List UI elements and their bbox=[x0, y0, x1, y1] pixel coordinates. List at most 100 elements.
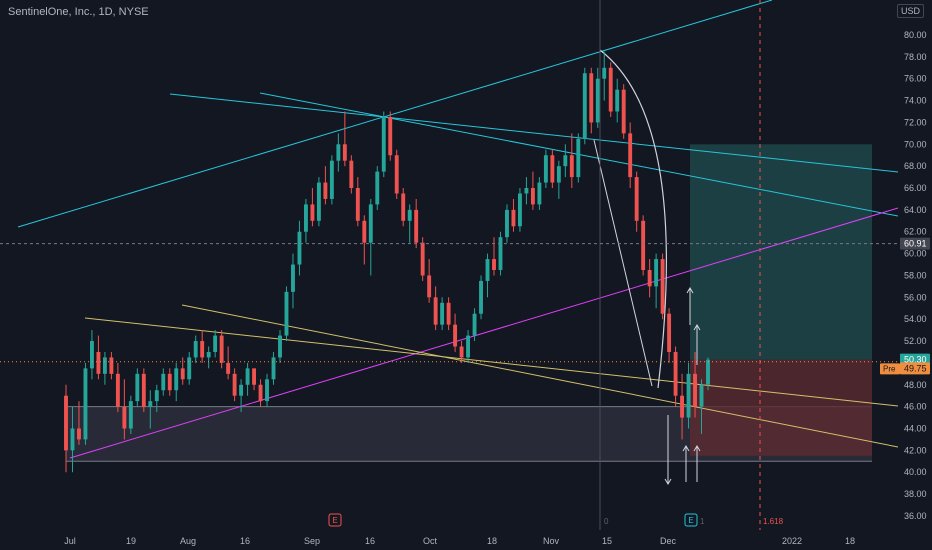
candle-body bbox=[252, 368, 257, 385]
candle-body bbox=[245, 368, 250, 385]
candle-body bbox=[226, 362, 231, 374]
price-tick-label: 76.00 bbox=[904, 74, 927, 84]
price-tick-label: 40.00 bbox=[904, 467, 927, 477]
candle-body bbox=[673, 351, 678, 396]
price-tick-label: 70.00 bbox=[904, 139, 927, 149]
candle-body bbox=[336, 144, 341, 161]
candle-body bbox=[492, 259, 496, 270]
candle-body bbox=[634, 177, 639, 221]
level-price-label: 60.91 bbox=[904, 239, 927, 249]
candle-body bbox=[641, 220, 646, 270]
count-right-label: 1 bbox=[700, 517, 705, 526]
target-zone bbox=[690, 144, 872, 360]
candle-body bbox=[459, 346, 464, 358]
last-price-label: 50.30 bbox=[904, 355, 927, 365]
arrow-down-1-head bbox=[664, 478, 672, 485]
candle-body bbox=[115, 373, 120, 407]
candle-body bbox=[394, 155, 399, 194]
price-tick-label: 60.00 bbox=[904, 249, 927, 259]
annotations-layer: E E 0 1 1.618 bbox=[0, 0, 898, 530]
level-price-box bbox=[900, 237, 930, 250]
time-tick-label: Jul bbox=[64, 536, 76, 546]
candle-body bbox=[291, 264, 295, 292]
pre-tag-label: Pre bbox=[883, 364, 896, 373]
candle-body bbox=[167, 373, 172, 391]
candles-layer bbox=[64, 51, 710, 473]
candle-body bbox=[466, 335, 471, 358]
stop-zone bbox=[690, 359, 872, 456]
candle-body bbox=[401, 193, 406, 221]
candle-body bbox=[680, 395, 685, 418]
candle-body bbox=[414, 209, 419, 243]
candle-body bbox=[187, 357, 192, 380]
candle-body bbox=[355, 188, 360, 221]
time-tick-label: 16 bbox=[365, 536, 375, 546]
price-tick-label: 44.00 bbox=[904, 423, 927, 433]
candle-body bbox=[569, 155, 574, 178]
candle-body bbox=[706, 359, 710, 385]
candle-body bbox=[174, 368, 179, 391]
candle-body bbox=[284, 291, 289, 336]
descending-trendline-2 bbox=[181, 304, 899, 448]
earnings-marker-1-label: E bbox=[332, 516, 337, 525]
candle-body bbox=[148, 401, 153, 407]
candle-body bbox=[349, 160, 354, 189]
candle-body bbox=[381, 116, 386, 172]
time-axis[interactable]: Jul 19 Aug 16 Sep 16 Oct 18 Nov 15 Dec 2022 18 bbox=[64, 536, 855, 546]
candle-body bbox=[608, 67, 613, 112]
time-tick-label: 18 bbox=[845, 536, 855, 546]
candle-body bbox=[433, 297, 438, 325]
drop-curve bbox=[599, 49, 667, 389]
price-tick-label: 80.00 bbox=[904, 30, 927, 40]
time-tick-label: 19 bbox=[126, 536, 136, 546]
candle-body bbox=[699, 384, 704, 407]
price-tick-label: 72.00 bbox=[904, 117, 927, 127]
descending-trendline-1 bbox=[84, 317, 899, 407]
candle-body bbox=[375, 171, 380, 205]
candle-body bbox=[550, 155, 555, 183]
candle-body bbox=[206, 351, 211, 358]
price-tick-label: 38.00 bbox=[904, 489, 927, 499]
candle-body bbox=[582, 73, 587, 139]
currency-button[interactable]: USD bbox=[896, 4, 924, 18]
time-tick-label: Sep bbox=[304, 536, 320, 546]
candle-body bbox=[303, 204, 308, 232]
earnings-marker-2-label: E bbox=[688, 516, 693, 525]
candle-body bbox=[524, 188, 529, 194]
candle-body bbox=[102, 357, 107, 374]
fib-ratio-label: 1.618 bbox=[763, 517, 784, 526]
time-tick-label: Oct bbox=[423, 536, 438, 546]
earnings-marker-1 bbox=[328, 513, 342, 527]
drop-path-line bbox=[593, 139, 653, 387]
candle-body bbox=[232, 373, 237, 396]
candle-body bbox=[530, 188, 535, 205]
candle-body bbox=[621, 89, 626, 134]
candle-body bbox=[83, 368, 88, 440]
time-tick-label: 18 bbox=[487, 536, 497, 546]
candle-body bbox=[154, 390, 159, 402]
candle-body bbox=[647, 269, 652, 287]
candle-body bbox=[505, 209, 509, 238]
candle-body bbox=[615, 89, 620, 112]
candle-body bbox=[77, 428, 81, 440]
price-tick-label: 68.00 bbox=[904, 161, 927, 171]
candle-body bbox=[96, 351, 101, 374]
time-tick-label: Aug bbox=[180, 536, 196, 546]
price-tick-label: 56.00 bbox=[904, 292, 927, 302]
candle-body bbox=[479, 280, 483, 314]
candle-body bbox=[135, 373, 140, 402]
candle-body bbox=[440, 302, 445, 325]
ascending-channel-top bbox=[17, 0, 773, 228]
candle-body bbox=[407, 209, 412, 221]
candle-body bbox=[180, 368, 185, 380]
candle-body bbox=[219, 335, 224, 363]
price-axis[interactable]: 36.0038.0040.0042.0044.0046.0048.0050.00… bbox=[880, 30, 930, 521]
pre-tag-box bbox=[880, 363, 900, 375]
price-tick-label: 78.00 bbox=[904, 52, 927, 62]
zones-layer bbox=[66, 144, 872, 462]
price-tick-label: 64.00 bbox=[904, 205, 927, 215]
candle-body bbox=[388, 116, 393, 156]
candle-body bbox=[316, 182, 321, 221]
count-left-label: 0 bbox=[604, 517, 609, 526]
